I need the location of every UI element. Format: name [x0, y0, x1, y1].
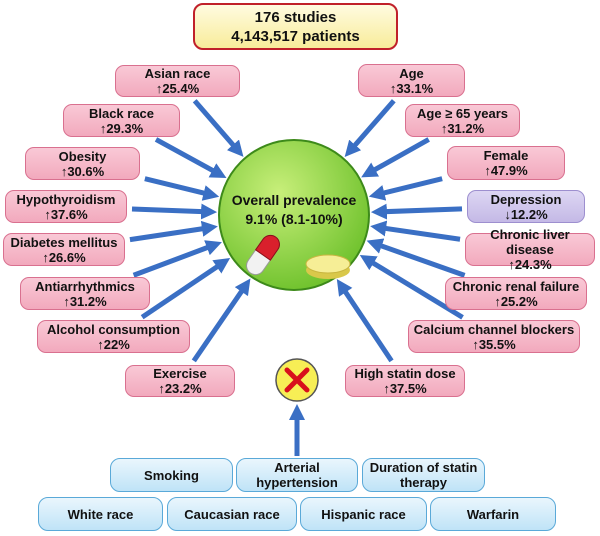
factor-change: ↑25.2% — [494, 293, 538, 309]
studies: 176 studies — [254, 8, 337, 26]
factor-box: Age ↑33.1% — [358, 64, 465, 97]
no-effect-icon — [275, 358, 319, 402]
factor-change: ↑47.9% — [484, 163, 528, 178]
factor-label: Age ≥ 65 years — [417, 105, 508, 121]
center-value: 9.1% (8.1-10%) — [245, 211, 343, 227]
arrow — [344, 99, 396, 158]
patients: 4,143,517 patients — [231, 27, 360, 45]
factor-label: Exercise — [153, 366, 207, 381]
arrow — [131, 203, 218, 220]
factor-label: Age — [399, 65, 424, 81]
factor-change: ↑33.1% — [389, 80, 434, 96]
non-factor-box: Caucasian race — [167, 497, 297, 531]
factor-label: Diabetes mellitus — [10, 234, 118, 250]
factor-box: Diabetes mellitus ↑26.6% — [3, 233, 125, 266]
factor-box: Obesity ↑30.6% — [25, 147, 140, 180]
factor-box: Antiarrhythmics ↑31.2% — [20, 277, 150, 310]
factor-box: Chronic renal failure ↑25.2% — [445, 277, 587, 310]
factor-label: Depression — [490, 191, 562, 207]
tablet-icon — [305, 254, 351, 279]
factor-label: Asian race — [144, 66, 211, 81]
factor-change: ↑31.2% — [63, 293, 107, 309]
summary-box: 176 studies 4,143,517 patients — [193, 3, 398, 50]
non-factor-box: Smoking — [110, 458, 233, 492]
factor-box: Alcohol consumption ↑22% — [37, 320, 190, 353]
factor-label: Black race — [88, 105, 155, 121]
arrows — [129, 99, 466, 363]
factor-box: Female ↑47.9% — [447, 146, 565, 180]
arrow — [370, 203, 463, 220]
factor-change: ↑31.2% — [440, 120, 485, 136]
factor-label: High statin dose — [354, 366, 456, 381]
arrow — [140, 257, 231, 320]
factor-box: Chronic liver disease ↑24.3% — [465, 227, 595, 272]
arrow — [191, 278, 251, 363]
non-factor-box: White race — [38, 497, 163, 531]
factor-label: Hypothyroidism — [16, 191, 116, 207]
factor-change: ↑29.3% — [99, 120, 144, 136]
factor-change: ↑30.6% — [60, 163, 105, 179]
arrow — [361, 137, 430, 178]
factor-label: Obesity — [58, 148, 107, 164]
non-factor-box: Hispanic race — [300, 497, 427, 531]
factor-change: ↑23.2% — [158, 381, 202, 396]
factor-label: Chronic renal failure — [452, 278, 580, 294]
factor-box: Hypothyroidism ↑37.6% — [5, 190, 127, 223]
factor-change: ↑35.5% — [472, 336, 516, 352]
factor-box: Age ≥ 65 years ↑31.2% — [405, 104, 520, 137]
factor-change: ↑26.6% — [42, 249, 86, 265]
factor-box: Asian race ↑25.4% — [115, 65, 240, 97]
factor-label: Calcium channel blockers — [413, 321, 575, 337]
factor-change: ↑37.6% — [44, 206, 88, 222]
factor-change: ↑24.3% — [508, 257, 552, 272]
pill-icon — [246, 234, 280, 276]
arrow — [129, 220, 218, 243]
arrow — [154, 137, 227, 179]
arrow — [359, 254, 464, 320]
non-factor-box: Warfarin — [430, 497, 556, 531]
arrow — [368, 176, 443, 201]
factor-change: ↑25.4% — [155, 81, 200, 96]
non-factor-box: Arterial hypertension — [236, 458, 358, 492]
arrow — [144, 176, 220, 201]
factor-label: Female — [483, 148, 529, 163]
factor-box: Exercise ↑23.2% — [125, 365, 235, 397]
factor-change: ↑37.5% — [383, 381, 427, 396]
arrow — [132, 240, 222, 278]
factor-change: ↑22% — [97, 336, 130, 352]
factor-box: Calcium channel blockers ↑35.5% — [408, 320, 580, 353]
factor-box: Depression ↓12.2% — [467, 190, 585, 223]
factor-label: Antiarrhythmics — [35, 278, 135, 294]
center-title: Overall prevalence — [231, 192, 357, 208]
factor-label: Alcohol consumption — [47, 321, 180, 337]
arrow — [366, 238, 466, 278]
factor-box: High statin dose ↑37.5% — [345, 365, 465, 397]
factor-box: Black race ↑29.3% — [63, 104, 180, 137]
arrow — [370, 220, 461, 242]
arrow — [192, 99, 244, 157]
arrow — [336, 279, 394, 363]
factor-change: ↓12.2% — [504, 206, 548, 222]
non-factor-box: Duration of statin therapy — [362, 458, 485, 492]
factor-label: Chronic liver disease — [490, 227, 570, 257]
